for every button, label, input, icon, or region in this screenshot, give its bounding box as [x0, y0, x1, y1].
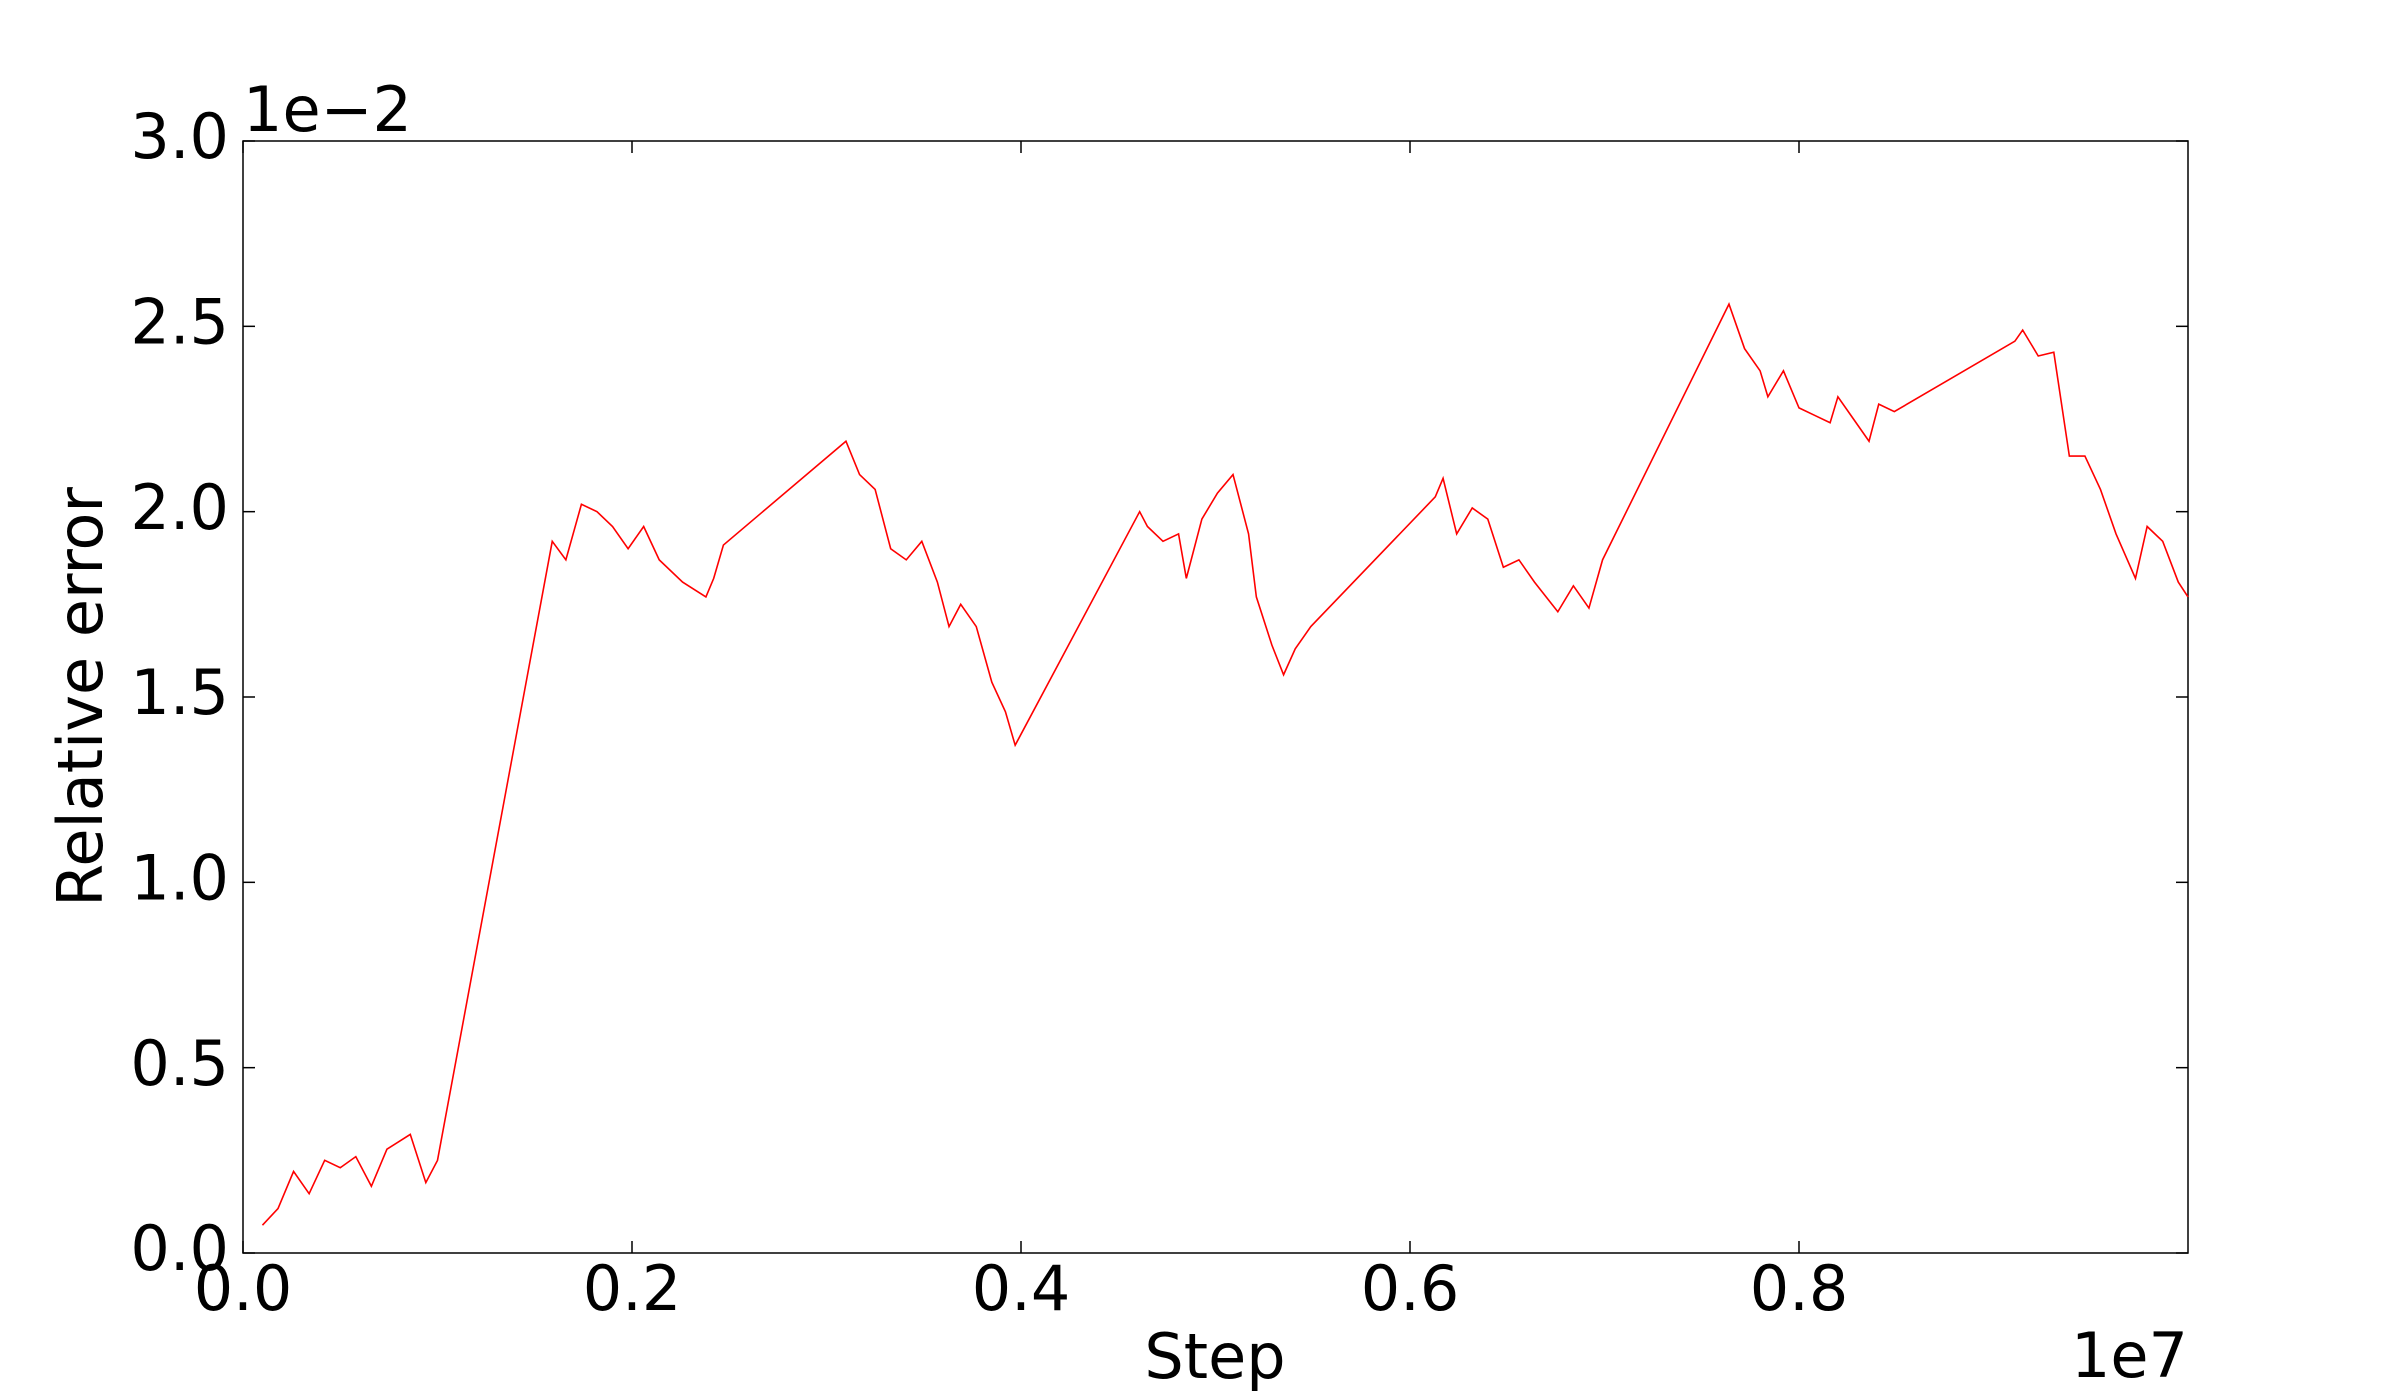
y-axis-label: Relative error: [44, 487, 117, 907]
y-tick-label: 3.0: [130, 100, 229, 173]
x-tick-label: 0.8: [1750, 1252, 1849, 1325]
x-tick-label: 0.2: [583, 1252, 682, 1325]
y-tick-label: 1.0: [130, 841, 229, 914]
plot-frame: [242, 140, 2189, 1254]
data-line: [261, 302, 2189, 1226]
x-offset-label: 1e7: [2071, 1319, 2188, 1392]
y-offset-label: 1e−2: [243, 73, 412, 146]
x-axis-label: Step: [1144, 1320, 1285, 1392]
x-tick-label: 0.4: [972, 1252, 1071, 1325]
x-tick-label: 0.0: [194, 1252, 293, 1325]
y-tick-label: 2.5: [130, 285, 229, 358]
y-tick-label: 0.5: [130, 1027, 229, 1100]
y-tick-label: 1.5: [130, 656, 229, 729]
x-tick-label: 0.6: [1361, 1252, 1460, 1325]
y-tick-label: 2.0: [130, 471, 229, 544]
y-tick-label: 0.0: [130, 1212, 229, 1285]
